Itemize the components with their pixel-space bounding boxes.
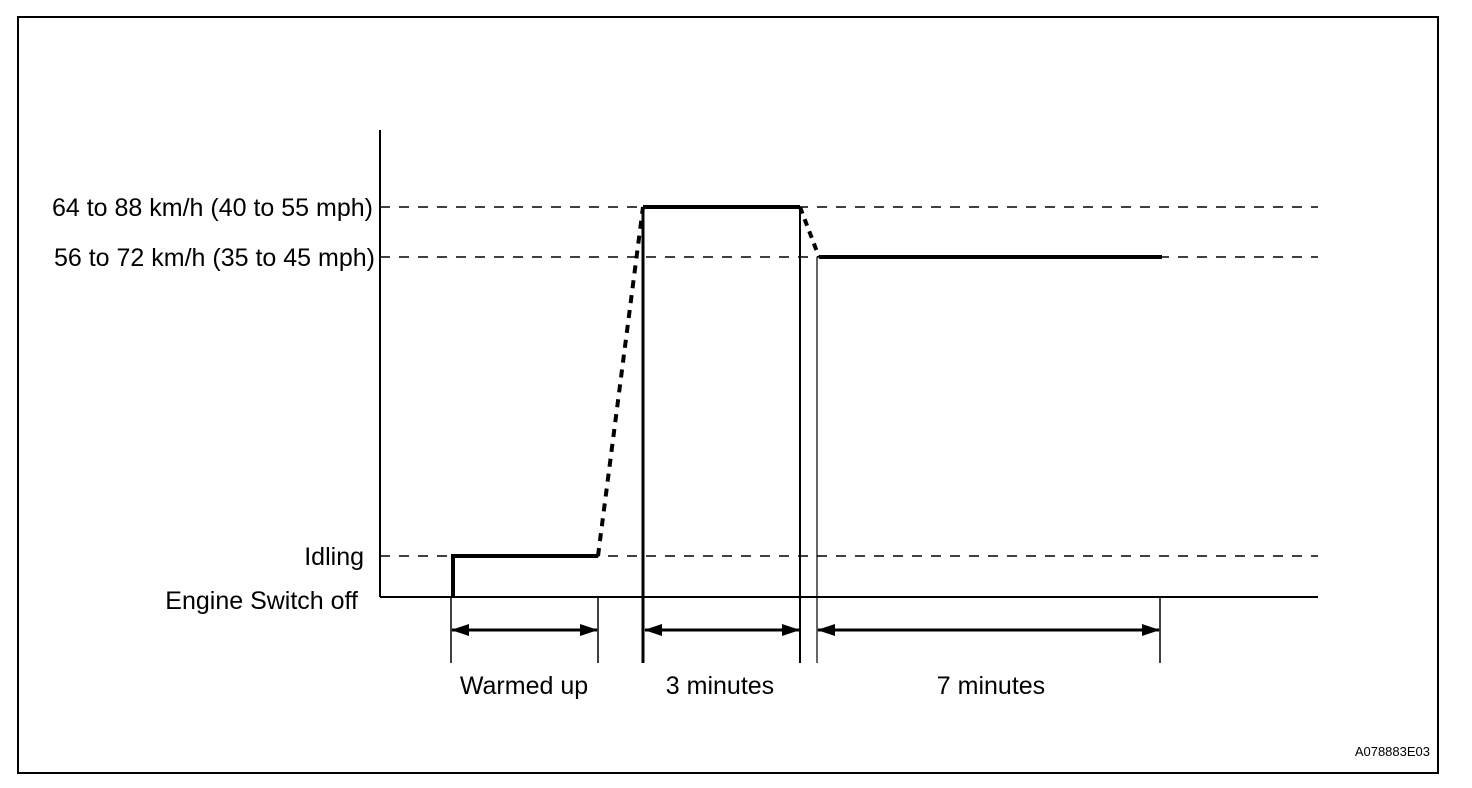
engine-switch-off-label: Engine Switch off xyxy=(165,587,358,615)
profile-start-idling xyxy=(451,554,598,597)
mid-speed-label: 56 to 72 km/h (35 to 45 mph) xyxy=(54,244,375,272)
warmed-up-label: Warmed up xyxy=(460,672,588,700)
idling-label: Idling xyxy=(304,543,364,571)
high-speed-label: 64 to 88 km/h (40 to 55 mph) xyxy=(52,194,373,222)
seven-minutes-label: 7 minutes xyxy=(937,672,1045,700)
figure-frame xyxy=(17,16,1439,774)
profile-acceleration-ramp xyxy=(596,206,645,557)
profile-deceleration xyxy=(798,206,821,258)
three-minutes-label: 3 minutes xyxy=(666,672,774,700)
figure-code: A078883E03 xyxy=(1355,744,1430,759)
